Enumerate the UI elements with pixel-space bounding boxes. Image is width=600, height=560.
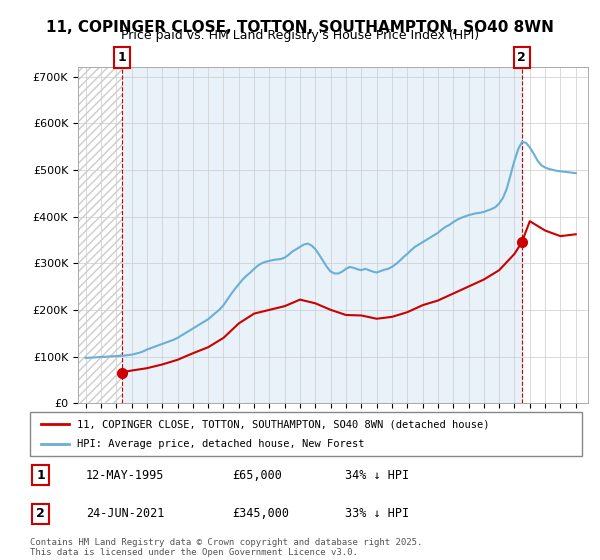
Text: 11, COPINGER CLOSE, TOTTON, SOUTHAMPTON, SO40 8WN: 11, COPINGER CLOSE, TOTTON, SOUTHAMPTON,… [46,20,554,35]
Text: Contains HM Land Registry data © Crown copyright and database right 2025.
This d: Contains HM Land Registry data © Crown c… [30,538,422,557]
Bar [78,67,122,403]
Text: 2: 2 [36,507,45,520]
Text: 1: 1 [118,51,126,64]
FancyBboxPatch shape [30,412,582,456]
Bar [78,67,122,403]
Text: 1: 1 [36,469,45,482]
Text: 34% ↓ HPI: 34% ↓ HPI [345,469,409,482]
Text: £65,000: £65,000 [232,469,282,482]
Text: 24-JUN-2021: 24-JUN-2021 [86,507,164,520]
Bar [122,67,522,403]
Text: 2: 2 [517,51,526,64]
Text: 11, COPINGER CLOSE, TOTTON, SOUTHAMPTON, SO40 8WN (detached house): 11, COPINGER CLOSE, TOTTON, SOUTHAMPTON,… [77,419,490,429]
Text: 12-MAY-1995: 12-MAY-1995 [86,469,164,482]
Text: £345,000: £345,000 [232,507,289,520]
Text: 33% ↓ HPI: 33% ↓ HPI [345,507,409,520]
Text: HPI: Average price, detached house, New Forest: HPI: Average price, detached house, New … [77,439,364,449]
Text: Price paid vs. HM Land Registry's House Price Index (HPI): Price paid vs. HM Land Registry's House … [121,29,479,42]
